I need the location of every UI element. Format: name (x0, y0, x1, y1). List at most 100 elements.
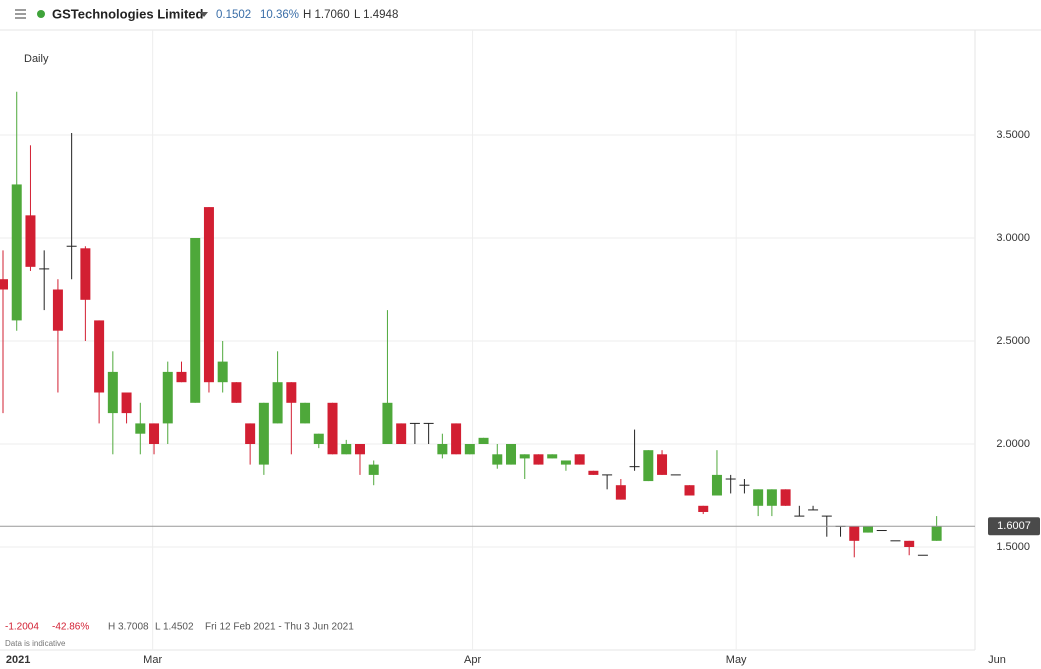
candle (313, 433, 324, 449)
candle-body (0, 279, 8, 290)
candle-body (560, 460, 571, 465)
candle-body (547, 454, 558, 459)
candle (753, 489, 764, 517)
candle-body (80, 248, 91, 300)
candle (602, 474, 613, 490)
candle-body (190, 238, 201, 403)
candle (643, 450, 654, 482)
y-tick-label: 1.5000 (996, 541, 1030, 553)
grid (0, 30, 975, 650)
candle (464, 444, 475, 455)
candle (107, 351, 118, 455)
candle (80, 246, 91, 341)
candle (382, 310, 393, 444)
candle-body (11, 184, 22, 321)
menu-icon[interactable] (15, 9, 26, 19)
candle-body (437, 444, 448, 455)
candle-body (245, 423, 256, 444)
candle-body (94, 320, 105, 393)
candle (684, 485, 695, 496)
candle (657, 450, 668, 475)
candle (862, 526, 873, 533)
candle-body (313, 433, 324, 444)
candle-body (711, 474, 722, 496)
y-tick-label: 3.5000 (996, 129, 1030, 141)
candle-body (382, 402, 393, 444)
x-tick-label: May (726, 654, 747, 666)
candle-body (753, 489, 764, 506)
x-tick-label: Mar (143, 654, 162, 666)
instrument-name[interactable]: GSTechnologies Limited (52, 6, 204, 21)
candle (615, 479, 626, 500)
candle-body (52, 289, 63, 331)
x-tick-label: Jun (988, 654, 1006, 666)
candle-body (149, 423, 160, 444)
candle (588, 470, 599, 475)
candle (766, 489, 777, 517)
candle (52, 279, 63, 393)
candle (808, 505, 819, 511)
candle (451, 423, 462, 455)
candle-body (300, 402, 311, 424)
candle (341, 439, 352, 455)
candle (245, 423, 256, 465)
candle-body (368, 464, 379, 475)
candle (506, 444, 517, 465)
candle (286, 382, 297, 455)
candle-body (341, 444, 352, 455)
summary-high: H 3.7008 (108, 622, 149, 633)
candle-body (272, 382, 283, 424)
candle (835, 525, 846, 537)
candle-body (684, 485, 695, 496)
candle-body (698, 505, 709, 512)
candle-body (904, 540, 915, 547)
candle-body (396, 423, 407, 444)
candle-body (25, 215, 36, 267)
candle (66, 132, 77, 280)
candle (560, 460, 571, 471)
candle (423, 422, 434, 444)
candle (437, 433, 448, 459)
candle (711, 450, 722, 496)
candle-body (478, 437, 489, 444)
candle-body (780, 489, 791, 506)
y-tick-label: 2.5000 (996, 335, 1030, 347)
header-change: 0.1502 (216, 9, 251, 21)
summary-change: -1.2004 (5, 622, 39, 633)
candle-body (286, 382, 297, 403)
candle (698, 505, 709, 515)
candle-body (107, 371, 118, 414)
candle (368, 460, 379, 486)
candle (231, 382, 242, 403)
candle (739, 479, 750, 494)
candle (176, 361, 187, 383)
candle-body (766, 489, 777, 506)
candle-body (574, 454, 585, 465)
header-change-pct: 10.36% (260, 9, 299, 21)
candle (327, 402, 338, 455)
candle-body (135, 423, 146, 434)
candle-body (492, 454, 503, 465)
x-tick-label: 2021 (6, 654, 30, 666)
summary-low: L 1.4502 (155, 622, 194, 633)
last-price-tag (988, 517, 1040, 536)
header-high: H 1.7060 (303, 9, 350, 21)
candle-body (931, 526, 942, 541)
candle-body (657, 454, 668, 475)
candle-body (203, 207, 214, 383)
candle (258, 402, 269, 475)
candle-body (354, 444, 365, 455)
candle (25, 145, 36, 271)
candle-body (258, 402, 269, 465)
candle (849, 526, 860, 558)
interval-label: Daily (24, 53, 49, 65)
candle-body (615, 485, 626, 500)
candle (780, 489, 791, 506)
candle (904, 540, 915, 556)
candle (725, 474, 736, 494)
candle (0, 250, 8, 414)
data-note: Data is indicative (5, 639, 66, 648)
candle-body (519, 454, 530, 459)
dropdown-arrow[interactable] (200, 12, 208, 17)
